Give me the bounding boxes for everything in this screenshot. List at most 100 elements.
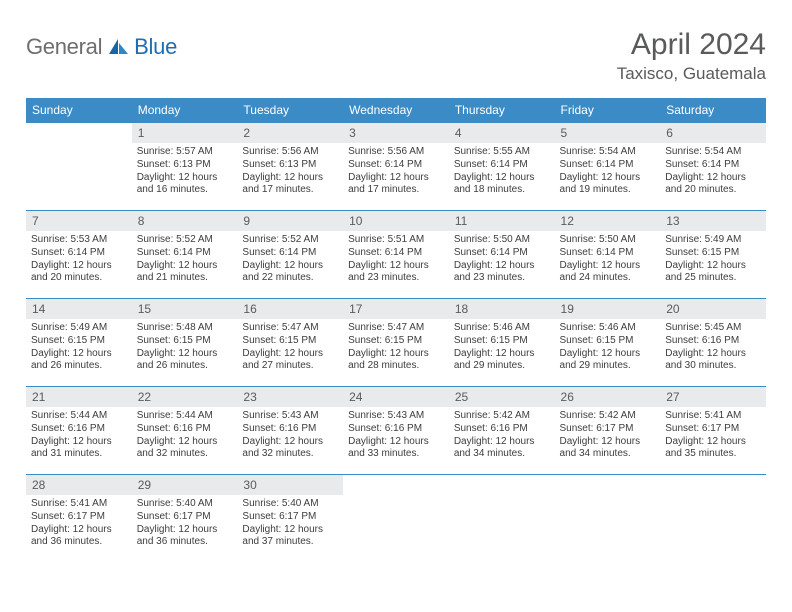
day-number: 21 [26, 387, 132, 407]
daylight-line: Daylight: 12 hours and 19 minutes. [560, 172, 656, 198]
brand-general: General [26, 34, 102, 60]
daylight-line: Daylight: 12 hours and 26 minutes. [137, 348, 233, 374]
calendar-cell: 3Sunrise: 5:56 AMSunset: 6:14 PMDaylight… [343, 123, 449, 211]
day-number: 30 [237, 475, 343, 495]
day-number: 3 [343, 123, 449, 143]
sunrise-line: Sunrise: 5:49 AM [665, 234, 761, 247]
dayname-header: Thursday [449, 98, 555, 123]
daylight-line: Daylight: 12 hours and 20 minutes. [665, 172, 761, 198]
sunset-line: Sunset: 6:16 PM [348, 423, 444, 436]
calendar-cell: 22Sunrise: 5:44 AMSunset: 6:16 PMDayligh… [132, 387, 238, 475]
daylight-line: Daylight: 12 hours and 25 minutes. [665, 260, 761, 286]
calendar-week: 1Sunrise: 5:57 AMSunset: 6:13 PMDaylight… [26, 123, 766, 211]
day-data: Sunrise: 5:49 AMSunset: 6:15 PMDaylight:… [26, 319, 132, 377]
daylight-line: Daylight: 12 hours and 17 minutes. [242, 172, 338, 198]
sunrise-line: Sunrise: 5:53 AM [31, 234, 127, 247]
calendar-page: General Blue April 2024 Taxisco, Guatema… [0, 0, 792, 583]
calendar-table: SundayMondayTuesdayWednesdayThursdayFrid… [26, 98, 766, 563]
sunset-line: Sunset: 6:16 PM [137, 423, 233, 436]
sunrise-line: Sunrise: 5:50 AM [454, 234, 550, 247]
dayname-header: Tuesday [237, 98, 343, 123]
day-number: 19 [555, 299, 661, 319]
sunrise-line: Sunrise: 5:50 AM [560, 234, 656, 247]
sunrise-line: Sunrise: 5:47 AM [242, 322, 338, 335]
day-data: Sunrise: 5:55 AMSunset: 6:14 PMDaylight:… [449, 143, 555, 201]
day-number: 14 [26, 299, 132, 319]
daylight-line: Daylight: 12 hours and 32 minutes. [137, 436, 233, 462]
location-label: Taxisco, Guatemala [617, 64, 766, 84]
dayname-header: Friday [555, 98, 661, 123]
calendar-cell: 26Sunrise: 5:42 AMSunset: 6:17 PMDayligh… [555, 387, 661, 475]
day-data: Sunrise: 5:46 AMSunset: 6:15 PMDaylight:… [555, 319, 661, 377]
calendar-cell: 12 Sunrise: 5:50 AMSunset: 6:14 PMDayligh… [555, 211, 661, 299]
daylight-line: Daylight: 12 hours and 17 minutes. [348, 172, 444, 198]
calendar-cell: 27Sunrise: 5:41 AMSunset: 6:17 PMDayligh… [660, 387, 766, 475]
daylight-line: Daylight: 12 hours and 24 minutes. [560, 260, 656, 286]
calendar-cell: 1Sunrise: 5:57 AMSunset: 6:13 PMDaylight… [132, 123, 238, 211]
calendar-cell: 6Sunrise: 5:54 AMSunset: 6:14 PMDaylight… [660, 123, 766, 211]
day-data: Sunrise: 5:40 AMSunset: 6:17 PMDaylight:… [237, 495, 343, 553]
dayname-header: Monday [132, 98, 238, 123]
sunset-line: Sunset: 6:13 PM [242, 159, 338, 172]
daylight-line: Daylight: 12 hours and 33 minutes. [348, 436, 444, 462]
sunrise-line: Sunrise: 5:54 AM [560, 146, 656, 159]
day-number: 24 [343, 387, 449, 407]
daylight-line: Daylight: 12 hours and 34 minutes. [560, 436, 656, 462]
sunset-line: Sunset: 6:15 PM [560, 335, 656, 348]
logo-sail-icon [106, 37, 132, 57]
day-data: Sunrise: 5:41 AMSunset: 6:17 PMDaylight:… [660, 407, 766, 465]
day-data: Sunrise: 5:49 AMSunset: 6:15 PMDaylight:… [660, 231, 766, 289]
calendar-cell: 8Sunrise: 5:52 AMSunset: 6:14 PMDaylight… [132, 211, 238, 299]
day-data: Sunrise: 5:48 AMSunset: 6:15 PMDaylight:… [132, 319, 238, 377]
daylight-line: Daylight: 12 hours and 29 minutes. [454, 348, 550, 374]
calendar-head: SundayMondayTuesdayWednesdayThursdayFrid… [26, 98, 766, 123]
calendar-week: 21Sunrise: 5:44 AMSunset: 6:16 PMDayligh… [26, 387, 766, 475]
calendar-cell: 10Sunrise: 5:51 AMSunset: 6:14 PMDayligh… [343, 211, 449, 299]
day-number: 27 [660, 387, 766, 407]
day-data: Sunrise: 5:47 AMSunset: 6:15 PMDaylight:… [237, 319, 343, 377]
calendar-cell: 28Sunrise: 5:41 AMSunset: 6:17 PMDayligh… [26, 475, 132, 563]
sunset-line: Sunset: 6:13 PM [137, 159, 233, 172]
day-number: 12 [555, 211, 661, 231]
sunset-line: Sunset: 6:16 PM [454, 423, 550, 436]
calendar-cell: 5Sunrise: 5:54 AMSunset: 6:14 PMDaylight… [555, 123, 661, 211]
daylight-line: Daylight: 12 hours and 35 minutes. [665, 436, 761, 462]
day-data: Sunrise: 5:40 AMSunset: 6:17 PMDaylight:… [132, 495, 238, 553]
daylight-line: Daylight: 12 hours and 20 minutes. [31, 260, 127, 286]
calendar-week: 28Sunrise: 5:41 AMSunset: 6:17 PMDayligh… [26, 475, 766, 563]
day-number: 4 [449, 123, 555, 143]
sunrise-line: Sunrise: 5:56 AM [242, 146, 338, 159]
sunrise-line: Sunrise: 5:41 AM [31, 498, 127, 511]
day-number: 5 [555, 123, 661, 143]
day-number: 17 [343, 299, 449, 319]
daylight-line: Daylight: 12 hours and 31 minutes. [31, 436, 127, 462]
sunrise-line: Sunrise: 5:46 AM [454, 322, 550, 335]
daylight-line: Daylight: 12 hours and 22 minutes. [242, 260, 338, 286]
sunset-line: Sunset: 6:15 PM [454, 335, 550, 348]
daylight-line: Daylight: 12 hours and 16 minutes. [137, 172, 233, 198]
sunrise-line: Sunrise: 5:52 AM [242, 234, 338, 247]
day-data: Sunrise: 5:46 AMSunset: 6:15 PMDaylight:… [449, 319, 555, 377]
daylight-line: Daylight: 12 hours and 28 minutes. [348, 348, 444, 374]
day-number: 7 [26, 211, 132, 231]
sunrise-line: Sunrise: 5:41 AM [665, 410, 761, 423]
sunrise-line: Sunrise: 5:42 AM [454, 410, 550, 423]
daylight-line: Daylight: 12 hours and 18 minutes. [454, 172, 550, 198]
day-number: 23 [237, 387, 343, 407]
day-number: 20 [660, 299, 766, 319]
sunrise-line: Sunrise: 5:43 AM [348, 410, 444, 423]
dayname-header: Wednesday [343, 98, 449, 123]
sunset-line: Sunset: 6:14 PM [348, 159, 444, 172]
daylight-line: Daylight: 12 hours and 23 minutes. [454, 260, 550, 286]
sunset-line: Sunset: 6:14 PM [454, 247, 550, 260]
calendar-cell: 18Sunrise: 5:46 AMSunset: 6:15 PMDayligh… [449, 299, 555, 387]
sunset-line: Sunset: 6:15 PM [137, 335, 233, 348]
day-number: 6 [660, 123, 766, 143]
sunset-line: Sunset: 6:14 PM [560, 247, 656, 260]
calendar-cell: 14Sunrise: 5:49 AMSunset: 6:15 PMDayligh… [26, 299, 132, 387]
calendar-cell: 15Sunrise: 5:48 AMSunset: 6:15 PMDayligh… [132, 299, 238, 387]
calendar-cell: 4Sunrise: 5:55 AMSunset: 6:14 PMDaylight… [449, 123, 555, 211]
day-number: 18 [449, 299, 555, 319]
day-data: Sunrise: 5:51 AMSunset: 6:14 PMDaylight:… [343, 231, 449, 289]
calendar-cell: 13Sunrise: 5:49 AMSunset: 6:15 PMDayligh… [660, 211, 766, 299]
